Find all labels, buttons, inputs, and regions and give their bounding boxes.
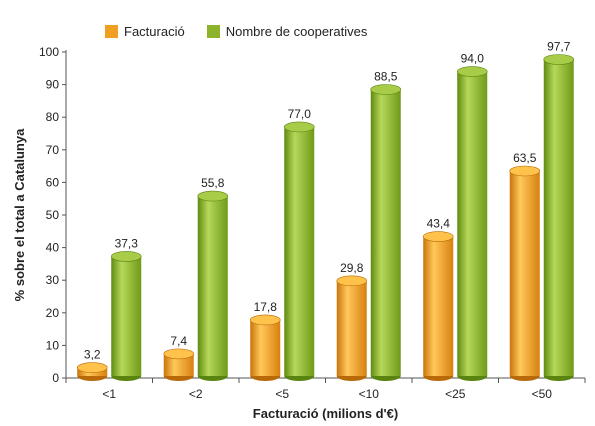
- legend-label-facturacio: Facturació: [124, 24, 185, 39]
- y-tick-label: 60: [46, 175, 60, 189]
- y-tick-label: 0: [52, 371, 59, 385]
- legend-label-cooperatives: Nombre de cooperatives: [225, 24, 368, 39]
- x-tick-label: <1: [102, 387, 116, 401]
- legend-item-cooperatives: Nombre de cooperatives: [206, 24, 368, 39]
- chart-bars: [76, 54, 575, 381]
- bar-top: [110, 251, 142, 262]
- bar-body: [111, 256, 142, 376]
- x-tick-label: <10: [359, 387, 380, 401]
- bar-top: [456, 66, 488, 77]
- data-label: 7,4: [170, 334, 187, 348]
- bar-facturacio: [76, 362, 108, 381]
- bar-cooperatives: [110, 251, 142, 381]
- bar-top: [197, 190, 229, 202]
- x-tick-label: <50: [532, 387, 553, 401]
- bar-body: [509, 170, 540, 376]
- bar-body: [197, 196, 228, 376]
- bar-top: [283, 121, 315, 133]
- y-tick-label: 20: [46, 306, 60, 320]
- y-tick-label: 100: [39, 45, 59, 59]
- chart-axes: 0 10 20 30 40 50 60 70 80 90 100 % sobre el total a…: [12, 45, 586, 421]
- bar-top: [336, 275, 368, 287]
- data-label: 29,8: [340, 261, 364, 275]
- x-axis-label: Facturació (milions d'€): [253, 406, 398, 421]
- bar-top: [509, 165, 541, 177]
- data-label: 77,0: [288, 107, 312, 121]
- bar-cooperatives: [456, 66, 488, 381]
- bar-top: [249, 314, 281, 326]
- bar-cooperatives: [283, 121, 315, 381]
- bar-top: [370, 84, 402, 95]
- legend-swatch-facturacio: [105, 25, 118, 38]
- bar-top: [422, 231, 454, 242]
- bar-top: [163, 348, 195, 360]
- chart-labels: 3,2 37,3 7,4 55,8 17,8 77,0 29,8 88,5 43,4 94,0 63…: [84, 39, 571, 361]
- y-tick-label: 30: [46, 273, 60, 287]
- bar-facturacio: [509, 165, 541, 381]
- data-label: 37,3: [115, 236, 139, 250]
- data-label: 43,4: [427, 217, 451, 231]
- bar-body: [423, 236, 454, 376]
- data-label: 88,5: [374, 69, 398, 83]
- y-tick-label: 70: [46, 143, 60, 157]
- chart-legend: Facturació Nombre de cooperatives: [105, 24, 389, 39]
- x-tick-label: <5: [275, 387, 289, 401]
- bar-body: [284, 126, 315, 376]
- data-label: 17,8: [254, 300, 278, 314]
- bar-facturacio: [249, 314, 281, 381]
- bar-cooperatives: [197, 190, 229, 381]
- bar-facturacio: [336, 275, 368, 381]
- data-label: 94,0: [461, 52, 485, 66]
- y-axis-label: % sobre el total a Catalunya: [12, 128, 27, 301]
- y-tick-label: 10: [46, 338, 60, 352]
- y-tick-label: 80: [46, 110, 60, 124]
- data-label: 97,7: [547, 39, 571, 53]
- bar-facturacio: [163, 348, 195, 381]
- bar-top: [76, 362, 108, 373]
- x-tick-label: <25: [445, 387, 466, 401]
- legend-item-facturacio: Facturació: [105, 24, 185, 39]
- bar-body: [457, 71, 488, 376]
- data-label: 3,2: [84, 348, 101, 362]
- y-tick-label: 90: [46, 78, 60, 92]
- data-label: 63,5: [513, 151, 537, 165]
- bar-body: [163, 353, 194, 376]
- legend-swatch-cooperatives: [206, 25, 220, 38]
- x-tick-label: <2: [189, 387, 203, 401]
- bar-body: [543, 59, 574, 377]
- data-label: 55,8: [201, 176, 225, 190]
- bar-body: [250, 319, 281, 376]
- bar-top: [543, 54, 575, 65]
- bar-facturacio: [422, 231, 454, 381]
- y-tick-label: 40: [46, 241, 60, 255]
- bar-body: [336, 280, 367, 376]
- bar-cooperatives: [543, 54, 575, 381]
- bar-cooperatives: [370, 84, 402, 381]
- y-tick-label: 50: [46, 208, 60, 222]
- bar-body: [370, 89, 401, 377]
